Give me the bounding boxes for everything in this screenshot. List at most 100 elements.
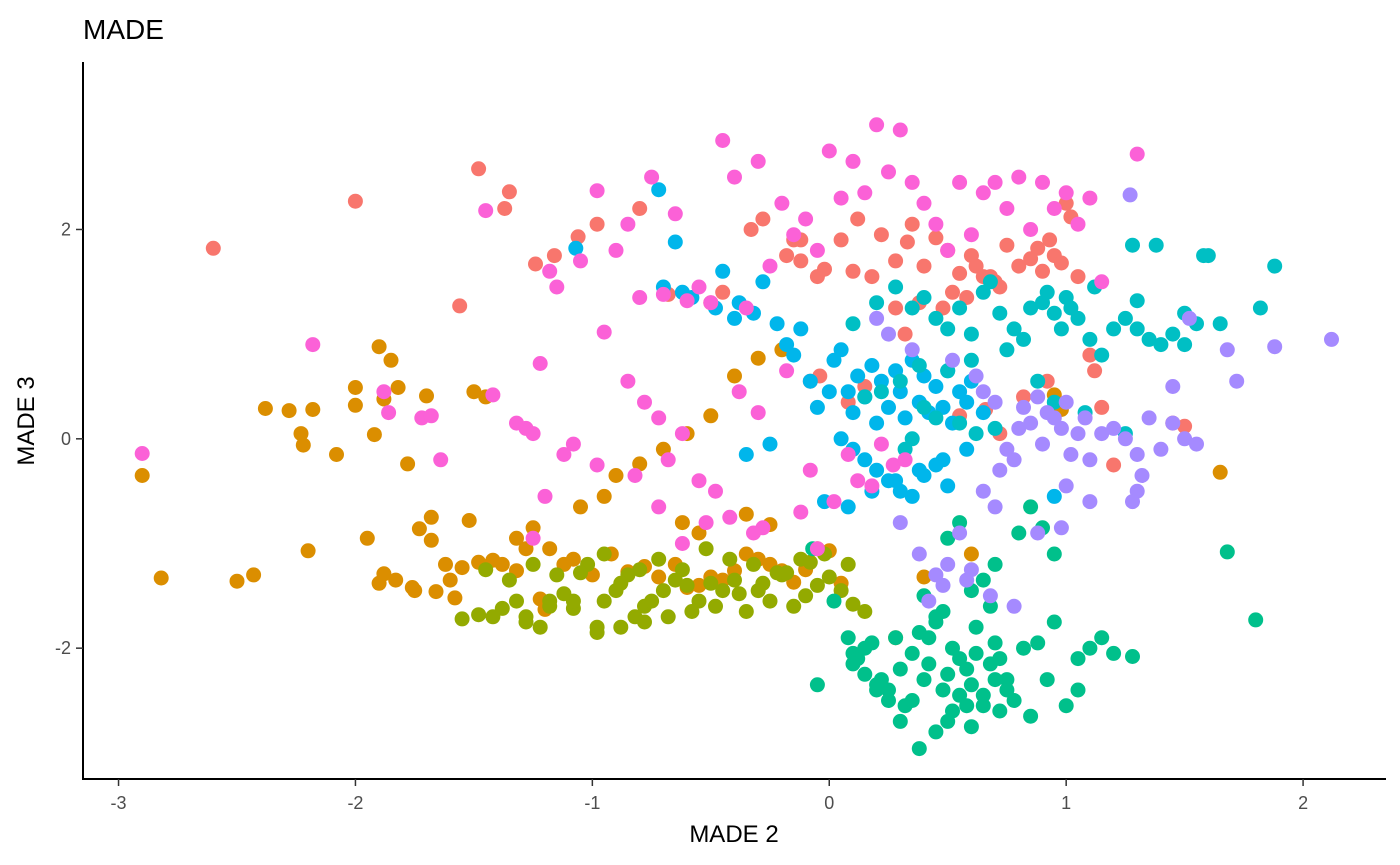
data-point	[471, 161, 487, 177]
data-point	[845, 405, 861, 421]
data-point	[821, 569, 837, 585]
data-point	[1082, 452, 1098, 468]
data-point	[608, 242, 624, 258]
data-point	[881, 164, 896, 180]
data-point	[833, 232, 849, 248]
data-point	[229, 573, 245, 589]
data-point	[501, 184, 517, 200]
data-point	[833, 431, 849, 447]
data-point	[1125, 237, 1140, 253]
data-point	[1030, 240, 1046, 256]
data-point	[968, 258, 984, 274]
data-point	[1039, 284, 1055, 300]
data-point	[963, 546, 979, 562]
data-point	[928, 310, 944, 326]
data-point	[542, 263, 558, 279]
data-point	[1030, 389, 1046, 405]
data-point	[632, 290, 648, 305]
data-point	[1267, 258, 1283, 274]
data-point	[433, 452, 449, 468]
data-point	[881, 693, 896, 708]
data-point	[501, 572, 517, 588]
data-point	[892, 373, 908, 389]
data-point	[525, 530, 541, 546]
data-point	[381, 405, 397, 421]
data-point	[1229, 373, 1245, 389]
x-tick-label: -2	[347, 793, 363, 813]
data-point	[809, 242, 825, 258]
data-point	[940, 242, 956, 258]
data-point	[762, 436, 778, 452]
data-point	[1053, 321, 1069, 337]
data-point	[952, 415, 968, 431]
data-point	[1177, 337, 1193, 353]
data-point	[570, 229, 586, 245]
data-point	[1094, 347, 1110, 363]
data-point	[438, 556, 453, 572]
data-point	[826, 593, 842, 609]
data-point	[952, 265, 968, 281]
data-point	[632, 456, 648, 472]
data-point	[873, 384, 889, 400]
data-point	[845, 263, 861, 279]
data-point	[892, 515, 908, 531]
data-point	[935, 682, 951, 698]
data-point	[698, 541, 714, 557]
data-point	[1046, 614, 1062, 630]
data-point	[134, 446, 150, 461]
data-point	[888, 279, 904, 295]
data-point	[1141, 410, 1157, 426]
data-point	[987, 556, 1003, 572]
data-point	[518, 609, 534, 625]
data-point	[904, 300, 920, 316]
x-axis-ticks: -3 -2 -1 0 1 2	[111, 779, 1308, 813]
data-point	[1219, 342, 1235, 358]
data-point	[904, 342, 920, 358]
data-point	[727, 572, 742, 588]
data-point	[589, 183, 605, 199]
x-tick-label: 0	[824, 793, 834, 813]
data-point	[651, 551, 667, 567]
data-point	[999, 672, 1015, 688]
data-point	[975, 284, 991, 300]
data-point	[674, 515, 690, 531]
data-point	[1046, 546, 1062, 562]
data-point	[573, 565, 588, 581]
data-point	[1030, 635, 1046, 651]
data-point	[428, 584, 444, 600]
data-point	[940, 478, 956, 494]
data-point	[525, 520, 541, 536]
data-point	[916, 195, 932, 211]
x-tick-label: -1	[584, 793, 600, 813]
data-point	[869, 310, 885, 326]
data-point	[1023, 415, 1039, 431]
data-point	[786, 598, 802, 614]
data-point	[1053, 520, 1069, 536]
data-point	[833, 342, 849, 358]
data-point	[999, 201, 1015, 216]
data-point	[613, 619, 629, 635]
data-point	[821, 143, 837, 159]
data-point	[1141, 331, 1157, 347]
data-point	[1082, 331, 1098, 347]
data-point	[1023, 222, 1039, 237]
data-point	[1006, 452, 1022, 468]
data-point	[833, 190, 849, 206]
data-point	[864, 269, 880, 285]
data-point	[596, 488, 612, 504]
data-point	[892, 661, 908, 677]
data-point	[975, 483, 991, 499]
data-point	[992, 703, 1008, 719]
data-point	[945, 640, 960, 656]
data-point	[1035, 436, 1050, 452]
data-point	[911, 741, 927, 757]
data-point	[817, 261, 832, 277]
data-point	[1046, 488, 1062, 504]
data-point	[537, 488, 553, 504]
data-point	[904, 488, 920, 504]
data-point	[762, 593, 778, 609]
data-point	[774, 195, 790, 211]
data-point	[786, 347, 802, 363]
data-point	[388, 572, 404, 588]
data-point	[1094, 274, 1110, 290]
